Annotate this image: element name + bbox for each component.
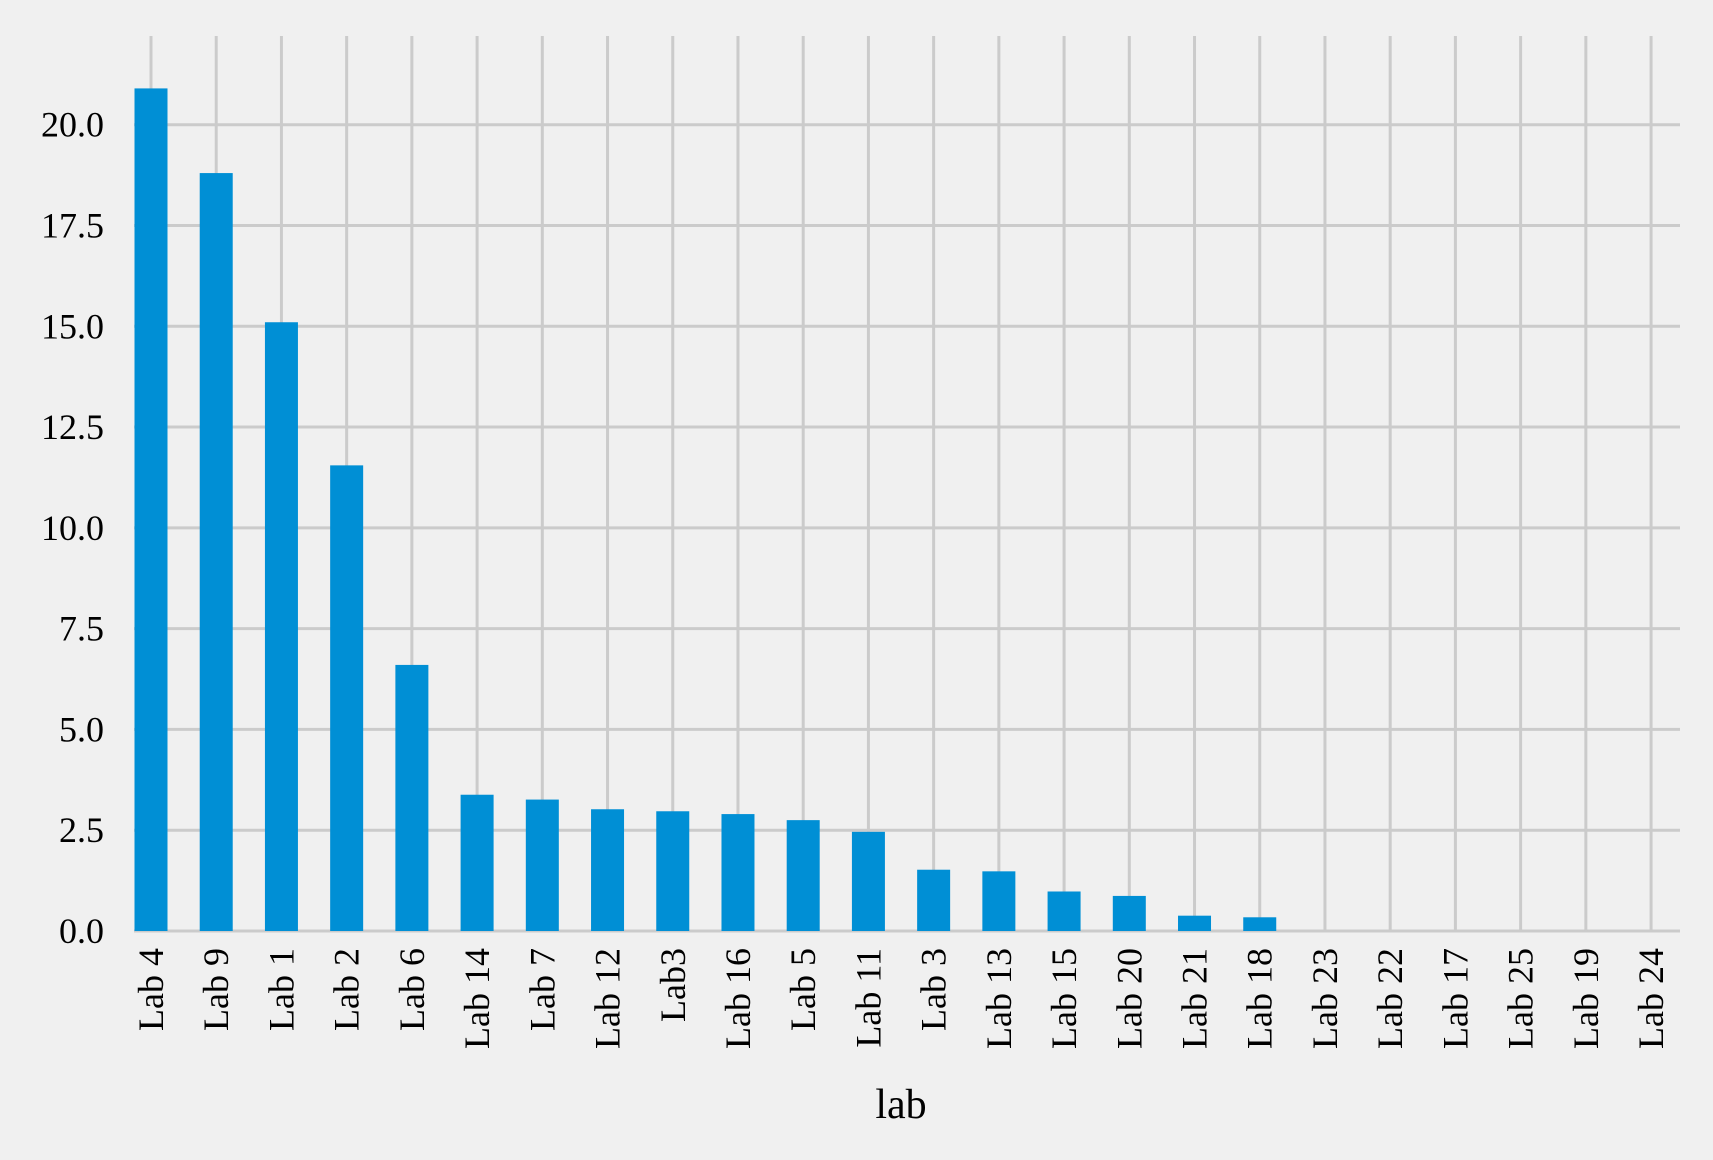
bar [851, 831, 885, 931]
x-tick-label: Lab 13 [979, 948, 1019, 1049]
x-tick-label: Lab 9 [196, 948, 236, 1031]
x-tick-label: Lab 24 [1631, 948, 1671, 1049]
bar [1047, 891, 1081, 931]
x-tick-label: Lab 23 [1305, 948, 1345, 1049]
x-tick-label: Lab 20 [1109, 948, 1149, 1049]
bar [264, 322, 298, 931]
x-tick-label: Lab3 [653, 948, 693, 1022]
y-tick-label: 20.0 [41, 105, 104, 145]
bar [982, 871, 1016, 931]
x-tick-label: Lab 5 [783, 948, 823, 1031]
bar [656, 811, 690, 931]
bar [199, 173, 233, 931]
y-tick-label: 12.5 [41, 407, 104, 447]
x-tick-label: Lab 19 [1566, 948, 1606, 1049]
bar [917, 869, 951, 931]
x-tick-label: Lab 11 [848, 948, 888, 1048]
bar [330, 465, 364, 931]
x-tick-label: Lab 16 [718, 948, 758, 1049]
x-tick-label: Lab 4 [131, 948, 171, 1031]
grid [134, 36, 1680, 933]
x-tick-label: Lab 1 [261, 948, 301, 1031]
bars [134, 88, 1277, 931]
x-tick-label: Lab 17 [1435, 948, 1475, 1049]
x-tick-label: Lab 7 [522, 948, 562, 1031]
bar [134, 88, 168, 931]
bar [591, 809, 625, 931]
x-tick-label: Lab 3 [914, 948, 954, 1031]
x-tick-label: Lab 21 [1175, 948, 1215, 1049]
y-tick-label: 7.5 [59, 609, 104, 649]
x-tick-label: Lab 2 [327, 948, 367, 1031]
bar [721, 814, 755, 931]
x-tick-label: Lab 14 [457, 948, 497, 1049]
x-tick-label: Lab 25 [1501, 948, 1541, 1049]
x-tick-label: Lab 22 [1370, 948, 1410, 1049]
y-tick-label: 15.0 [41, 306, 104, 346]
y-tick-label: 2.5 [59, 810, 104, 850]
bar [1243, 917, 1277, 931]
bar [1178, 915, 1212, 931]
bar [786, 820, 820, 931]
y-tick-label: 5.0 [59, 709, 104, 749]
x-axis-title: lab [875, 1082, 926, 1128]
x-tick-label: Lab 12 [588, 948, 628, 1049]
bar [460, 794, 494, 931]
x-tick-labels: Lab 4 Lab 9 Lab 1 Lab 2 Lab 6 Lab 14 Lab 7 Lab … [131, 948, 1671, 1049]
bar [1112, 895, 1146, 931]
y-tick-labels: 0.0 2.5 5.0 7.5 10.0 12.5 15.0 17.5 20.0 [41, 105, 104, 951]
x-tick-label: Lab 15 [1044, 948, 1084, 1049]
y-tick-label: 0.0 [59, 911, 104, 951]
bar [395, 664, 429, 931]
bar [525, 799, 559, 931]
y-tick-label: 10.0 [41, 508, 104, 548]
x-tick-label: Lab 18 [1240, 948, 1280, 1049]
x-tick-label: Lab 6 [392, 948, 432, 1031]
y-tick-label: 17.5 [41, 205, 104, 245]
